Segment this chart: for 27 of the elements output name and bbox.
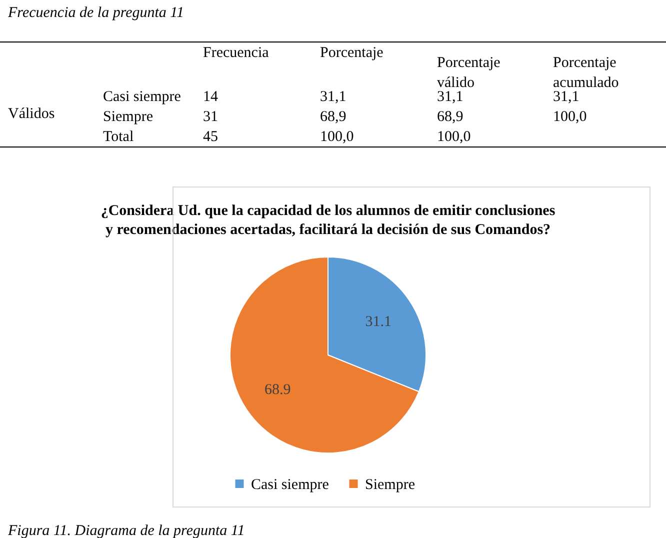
text: ¿Considera Ud. que la capacidad de los alumnos de emitir conclusiones xyxy=(100,203,556,219)
text: Siempre xyxy=(103,109,154,125)
text: 100,0 xyxy=(320,129,354,145)
text: 45 xyxy=(203,129,218,145)
text: Frecuencia xyxy=(203,45,270,61)
text: Total xyxy=(103,129,134,145)
text: y recomendaciones acertadas, facilitará la decisión de sus Comandos? xyxy=(105,222,551,238)
text: Porcentaje xyxy=(320,45,384,61)
data-label: 31.1 xyxy=(365,314,392,330)
text: 100,0 xyxy=(553,109,587,125)
text: 14 xyxy=(203,89,218,105)
text: 100,0 xyxy=(437,129,471,145)
text: Frecuencia de la pregunta 11 xyxy=(7,5,184,21)
text: Porcentaje acumulado xyxy=(553,55,619,91)
data-label: 68.9 xyxy=(264,382,291,398)
text: Porcentaje válido xyxy=(437,55,501,91)
text: Casi siempre xyxy=(103,89,182,105)
text: 31,1 xyxy=(553,89,580,105)
text: 31 xyxy=(203,109,218,125)
text: 68,9 xyxy=(320,109,346,125)
text: 31,1 xyxy=(437,89,464,105)
legend-label: Casi siempre xyxy=(251,476,330,493)
text: Válidos xyxy=(8,106,55,122)
legend-label: Siempre xyxy=(365,476,416,493)
text: 68,9 xyxy=(437,109,464,125)
text: Figura 11. Diagrama de la pregunta 11 xyxy=(7,523,245,538)
text: 31,1 xyxy=(320,89,346,105)
